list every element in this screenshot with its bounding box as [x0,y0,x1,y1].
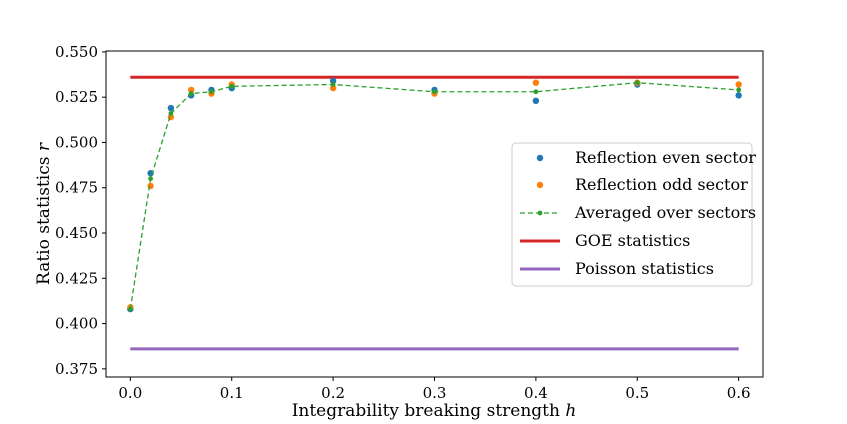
legend-marker-odd [536,181,544,189]
x-axis-label: Integrability breaking strength h [292,401,577,421]
legend-label-odd: Reflection odd sector [575,175,748,194]
y-tick-label: 0.500 [55,133,98,151]
point-averaged-over-sectors [736,87,742,93]
y-tick-label: 0.375 [55,360,98,378]
point-averaged-over-sectors [168,111,174,116]
point-averaged-over-sectors [148,176,154,182]
series-line-averaged-over-sectors [129,82,739,310]
y-axis: 0.375 0.400 0.425 0.450 0.475 0.500 0.525 0.550 [55,43,106,378]
y-tick-label: 0.400 [55,315,98,333]
point-reflection-even-sector [329,77,337,85]
point-reflection-odd-sector [147,182,154,190]
y-tick-label: 0.475 [55,179,98,197]
x-tick-label: 0.6 [727,384,751,402]
point-reflection-even-sector [167,104,175,112]
point-reflection-odd-sector [735,81,742,88]
point-reflection-even-sector [735,92,742,99]
point-averaged-over-sectors [209,89,214,95]
y-tick-label: 0.550 [55,43,98,61]
legend-label-goe: GOE statistics [575,231,690,250]
x-tick-label: 0.5 [625,384,649,402]
plot-area [127,75,742,351]
y-tick-label: 0.450 [55,224,98,242]
point-reflection-odd-sector [187,86,195,94]
point-averaged-over-sectors [229,83,235,89]
x-tick-label: 0.2 [321,384,345,402]
point-reflection-even-sector [532,97,540,105]
y-tick-label: 0.425 [55,269,98,287]
legend-label-poisson: Poisson statistics [575,259,714,278]
point-averaged-over-sectors [634,80,640,86]
x-tick-label: 0.3 [423,384,447,402]
legend-label-avg: Averaged over sectors [574,203,756,222]
legend-marker-avg [537,210,543,216]
point-reflection-odd-sector [532,79,540,86]
y-tick-label: 0.525 [55,88,98,106]
y-axis-label: Ratio statistics r [34,142,54,285]
point-reflection-odd-sector [329,84,337,92]
x-tick-label: 0.4 [524,384,548,402]
legend-label-even: Reflection even sector [575,148,756,167]
point-averaged-over-sectors [127,306,133,312]
point-averaged-over-sectors [188,91,194,96]
x-tick-label: 0.0 [118,384,142,402]
x-tick-label: 0.1 [220,384,244,402]
point-averaged-over-sectors [330,82,336,87]
legend: Reflection even sector Reflection odd se… [511,142,756,287]
legend-box [511,142,753,287]
point-averaged-over-sectors [432,89,437,95]
x-axis: 0.0 0.1 0.2 0.3 0.4 0.5 0.6 [118,377,751,402]
legend-marker-even [536,154,544,162]
point-averaged-over-sectors [533,89,539,95]
